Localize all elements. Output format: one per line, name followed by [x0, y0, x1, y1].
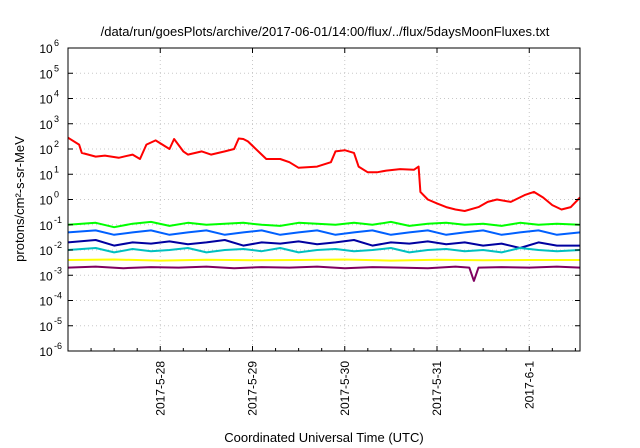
- x-tick-label: 2017-6-1: [522, 361, 536, 409]
- x-axis-label: Coordinated Universal Time (UTC): [224, 430, 423, 445]
- y-tick-exponent: 1: [54, 164, 59, 174]
- y-tick-label: 10: [39, 67, 53, 81]
- y-tick-exponent: -4: [54, 291, 62, 301]
- series-line-4: [67, 247, 581, 254]
- series-line-0: [67, 136, 581, 212]
- y-tick-exponent: -5: [54, 316, 62, 326]
- x-tick-label: 2017-5-30: [338, 361, 352, 416]
- y-tick-exponent: -3: [54, 265, 62, 275]
- y-ticks: 10 -610 -510 -410 -310 -210 -110 010 110 210 310 41…: [39, 38, 580, 359]
- series-line-5: [67, 258, 580, 262]
- y-tick-exponent: 6: [54, 38, 59, 48]
- y-tick-label: 10: [39, 320, 53, 334]
- y-tick-exponent: -2: [54, 240, 62, 250]
- y-tick-label: 10: [39, 345, 53, 359]
- y-tick-label: 10: [39, 42, 53, 56]
- x-tick-label: 2017-5-31: [430, 361, 444, 416]
- y-tick-exponent: 5: [54, 63, 59, 73]
- y-tick-label: 10: [39, 244, 53, 258]
- y-tick-exponent: -6: [54, 341, 62, 351]
- y-tick-label: 10: [39, 93, 53, 107]
- y-tick-exponent: 4: [54, 89, 59, 99]
- y-tick-exponent: 2: [54, 139, 59, 149]
- x-tick-label: 2017-5-28: [153, 361, 167, 416]
- y-tick-label: 10: [39, 194, 53, 208]
- y-tick-label: 10: [39, 295, 53, 309]
- series-layer: [67, 136, 581, 282]
- chart-title: /data/run/goesPlots/archive/2017-06-01/1…: [101, 24, 550, 39]
- y-axis-label: protons/cm²-s-sr-MeV: [12, 136, 27, 262]
- grid: [68, 48, 580, 351]
- x-tick-label: 2017-5-29: [246, 361, 260, 416]
- series-line-2: [67, 229, 581, 236]
- y-tick-label: 10: [39, 118, 53, 132]
- y-tick-label: 10: [39, 168, 53, 182]
- y-tick-exponent: 0: [54, 190, 59, 200]
- series-line-3: [67, 239, 580, 249]
- series-line-1: [67, 220, 581, 229]
- y-tick-label: 10: [39, 143, 53, 157]
- y-tick-exponent: -1: [54, 215, 62, 225]
- series-line-6: [67, 265, 581, 282]
- y-tick-label: 10: [39, 219, 53, 233]
- x-ticks: 2017-5-28 2017-5-29 2017-5-30 2017-5-31 2017…: [90, 48, 576, 416]
- y-tick-exponent: 3: [54, 114, 59, 124]
- y-tick-label: 10: [39, 269, 53, 283]
